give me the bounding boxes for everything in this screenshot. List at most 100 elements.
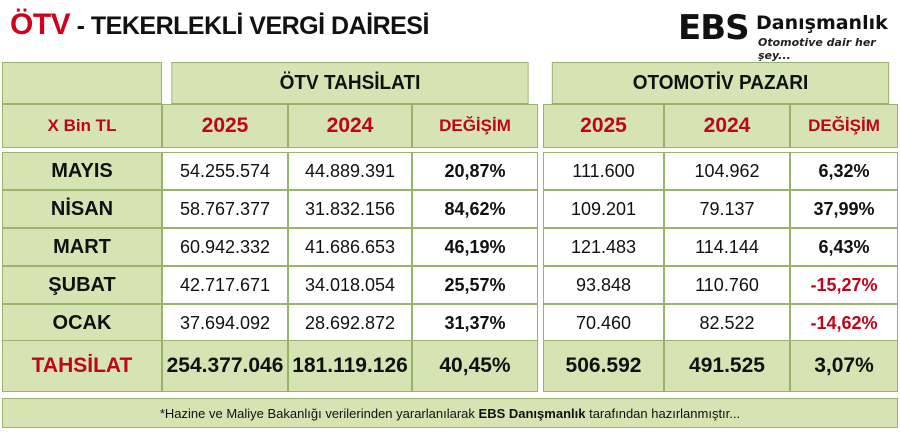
cell-pazar-change-text: 37,99% bbox=[813, 198, 875, 219]
cell-otv-change: 31,37% bbox=[412, 304, 538, 342]
ebs-logo: EBS Danışmanlık Otomotive dair her şey..… bbox=[678, 8, 888, 62]
footer-text-before: *Hazine ve Maliye Bakanlığı verilerinden… bbox=[159, 405, 475, 421]
cell-otv-2024: 44.889.391 bbox=[288, 152, 412, 190]
cell-pazar-2025: 70.460 bbox=[543, 304, 664, 342]
cell-pazar-2024-text: 82.522 bbox=[699, 312, 755, 333]
cell-otv-change: 25,57% bbox=[412, 266, 538, 304]
cell-otv-change-text: 20,87% bbox=[444, 160, 506, 181]
row-month: ŞUBAT bbox=[2, 266, 162, 304]
column-header-pazar-change-text: DEĞİŞİM bbox=[808, 116, 880, 135]
footer-text-bold: EBS Danışmanlık bbox=[478, 405, 586, 421]
total-otv-2024-text: 181.119.126 bbox=[292, 354, 408, 377]
cell-otv-2025-text: 54.255.574 bbox=[179, 160, 271, 181]
cell-pazar-2025: 111.600 bbox=[543, 152, 664, 190]
cell-pazar-change: 6,43% bbox=[790, 228, 898, 266]
total-otv-2024: 181.119.126 bbox=[288, 340, 412, 392]
column-header-otv-2024: 2024 bbox=[288, 104, 412, 148]
cell-otv-2024-text: 34.018.054 bbox=[304, 274, 396, 295]
title-prefix: ÖTV bbox=[10, 8, 71, 41]
cell-pazar-2024: 82.522 bbox=[664, 304, 790, 342]
logo-mark: EBS bbox=[678, 8, 750, 48]
row-month-text: ŞUBAT bbox=[48, 273, 116, 296]
cell-otv-2024-text: 31.832.156 bbox=[304, 198, 396, 219]
total-pazar-2025-text: 506.592 bbox=[565, 354, 642, 377]
total-pazar-change-text: 3,07% bbox=[814, 354, 874, 377]
cell-otv-2025-text: 60.942.332 bbox=[179, 236, 271, 257]
logo-slogan: Otomotive dair her şey... bbox=[758, 36, 876, 62]
column-header-pazar-2024-text: 2024 bbox=[703, 114, 751, 137]
section-title-otv-text: ÖTV TAHSİLATI bbox=[279, 71, 421, 94]
cell-otv-2024-text: 44.889.391 bbox=[304, 160, 396, 181]
cell-otv-change-text: 25,57% bbox=[444, 274, 506, 295]
column-header-otv-change-text: DEĞİŞİM bbox=[439, 116, 511, 135]
column-header-pazar-2024: 2024 bbox=[664, 104, 790, 148]
cell-pazar-2025-text: 109.201 bbox=[570, 198, 637, 219]
cell-pazar-change: 37,99% bbox=[790, 190, 898, 228]
cell-pazar-change: -15,27% bbox=[790, 266, 898, 304]
cell-pazar-2024-text: 114.144 bbox=[695, 236, 759, 257]
total-label-text: TAHSİLAT bbox=[31, 354, 133, 377]
row-month-text: NİSAN bbox=[50, 197, 114, 220]
cell-otv-change-text: 46,19% bbox=[444, 236, 506, 257]
cell-pazar-2024: 110.760 bbox=[664, 266, 790, 304]
cell-pazar-2025-text: 111.600 bbox=[572, 160, 635, 181]
total-otv-change: 40,45% bbox=[412, 340, 538, 392]
cell-pazar-2024-text: 110.760 bbox=[695, 274, 759, 295]
cell-otv-2025-text: 58.767.377 bbox=[179, 198, 271, 219]
cell-pazar-2025: 121.483 bbox=[543, 228, 664, 266]
section-title-pazar-text: OTOMOTİV PAZARI bbox=[632, 71, 809, 94]
row-month: NİSAN bbox=[2, 190, 162, 228]
column-header-unit-text: X Bin TL bbox=[47, 116, 117, 135]
row-month-text: OCAK bbox=[52, 311, 112, 334]
total-otv-change-text: 40,45% bbox=[439, 354, 511, 377]
section-title-otv: ÖTV TAHSİLATI bbox=[171, 62, 529, 104]
header: ÖTV - TEKERLEKLİ VERGİ DAİRESİ EBS Danış… bbox=[0, 0, 900, 62]
column-header-otv-change: DEĞİŞİM bbox=[412, 104, 538, 148]
column-header-otv-2025-text: 2025 bbox=[201, 114, 249, 137]
cell-pazar-change-text: 6,32% bbox=[818, 160, 870, 181]
header-blank-cell bbox=[2, 62, 162, 104]
cell-pazar-change: 6,32% bbox=[790, 152, 898, 190]
total-label: TAHSİLAT bbox=[2, 340, 162, 392]
cell-otv-2024: 34.018.054 bbox=[288, 266, 412, 304]
cell-otv-2024: 31.832.156 bbox=[288, 190, 412, 228]
cell-pazar-2025-text: 70.460 bbox=[575, 312, 632, 333]
cell-otv-2025: 54.255.574 bbox=[162, 152, 288, 190]
cell-pazar-change-text: 6,43% bbox=[818, 236, 870, 257]
column-header-pazar-2025: 2025 bbox=[543, 104, 664, 148]
cell-pazar-2025: 109.201 bbox=[543, 190, 664, 228]
row-month: MAYIS bbox=[2, 152, 162, 190]
cell-pazar-2025-text: 121.483 bbox=[570, 236, 637, 257]
column-header-otv-2025: 2025 bbox=[162, 104, 288, 148]
cell-pazar-change: -14,62% bbox=[790, 304, 898, 342]
column-header-pazar-2025-text: 2025 bbox=[580, 114, 627, 137]
page-title: ÖTV - TEKERLEKLİ VERGİ DAİRESİ bbox=[10, 8, 429, 42]
cell-otv-change-text: 31,37% bbox=[444, 312, 506, 333]
total-otv-2025: 254.377.046 bbox=[162, 340, 288, 392]
footer-text-after: tarafından hazırlanmıştır... bbox=[589, 405, 741, 421]
row-month-text: MART bbox=[53, 235, 111, 258]
cell-pazar-change-text: -14,62% bbox=[810, 312, 878, 333]
cell-pazar-2024: 114.144 bbox=[664, 228, 790, 266]
cell-pazar-2025: 93.848 bbox=[543, 266, 664, 304]
row-month-text: MAYIS bbox=[51, 159, 113, 182]
title-rest: - TEKERLEKLİ VERGİ DAİRESİ bbox=[70, 12, 430, 40]
total-pazar-2025: 506.592 bbox=[543, 340, 664, 392]
cell-pazar-change-text: -15,27% bbox=[810, 274, 878, 295]
section-title-pazar: OTOMOTİV PAZARI bbox=[551, 62, 890, 104]
cell-otv-change: 46,19% bbox=[412, 228, 538, 266]
row-month: MART bbox=[2, 228, 162, 266]
total-pazar-2024-text: 491.525 bbox=[689, 354, 765, 377]
cell-otv-2025: 42.717.671 bbox=[162, 266, 288, 304]
cell-pazar-2024-text: 79.137 bbox=[699, 198, 755, 219]
column-header-pazar-change: DEĞİŞİM bbox=[790, 104, 898, 148]
cell-otv-change: 20,87% bbox=[412, 152, 538, 190]
cell-pazar-2024-text: 104.962 bbox=[694, 160, 760, 181]
cell-otv-2025: 58.767.377 bbox=[162, 190, 288, 228]
cell-otv-2025-text: 37.694.092 bbox=[179, 312, 271, 333]
cell-otv-2024: 41.686.653 bbox=[288, 228, 412, 266]
cell-otv-change: 84,62% bbox=[412, 190, 538, 228]
cell-pazar-2024: 79.137 bbox=[664, 190, 790, 228]
logo-brand: Danışmanlık bbox=[756, 12, 888, 34]
cell-otv-2025: 37.694.092 bbox=[162, 304, 288, 342]
